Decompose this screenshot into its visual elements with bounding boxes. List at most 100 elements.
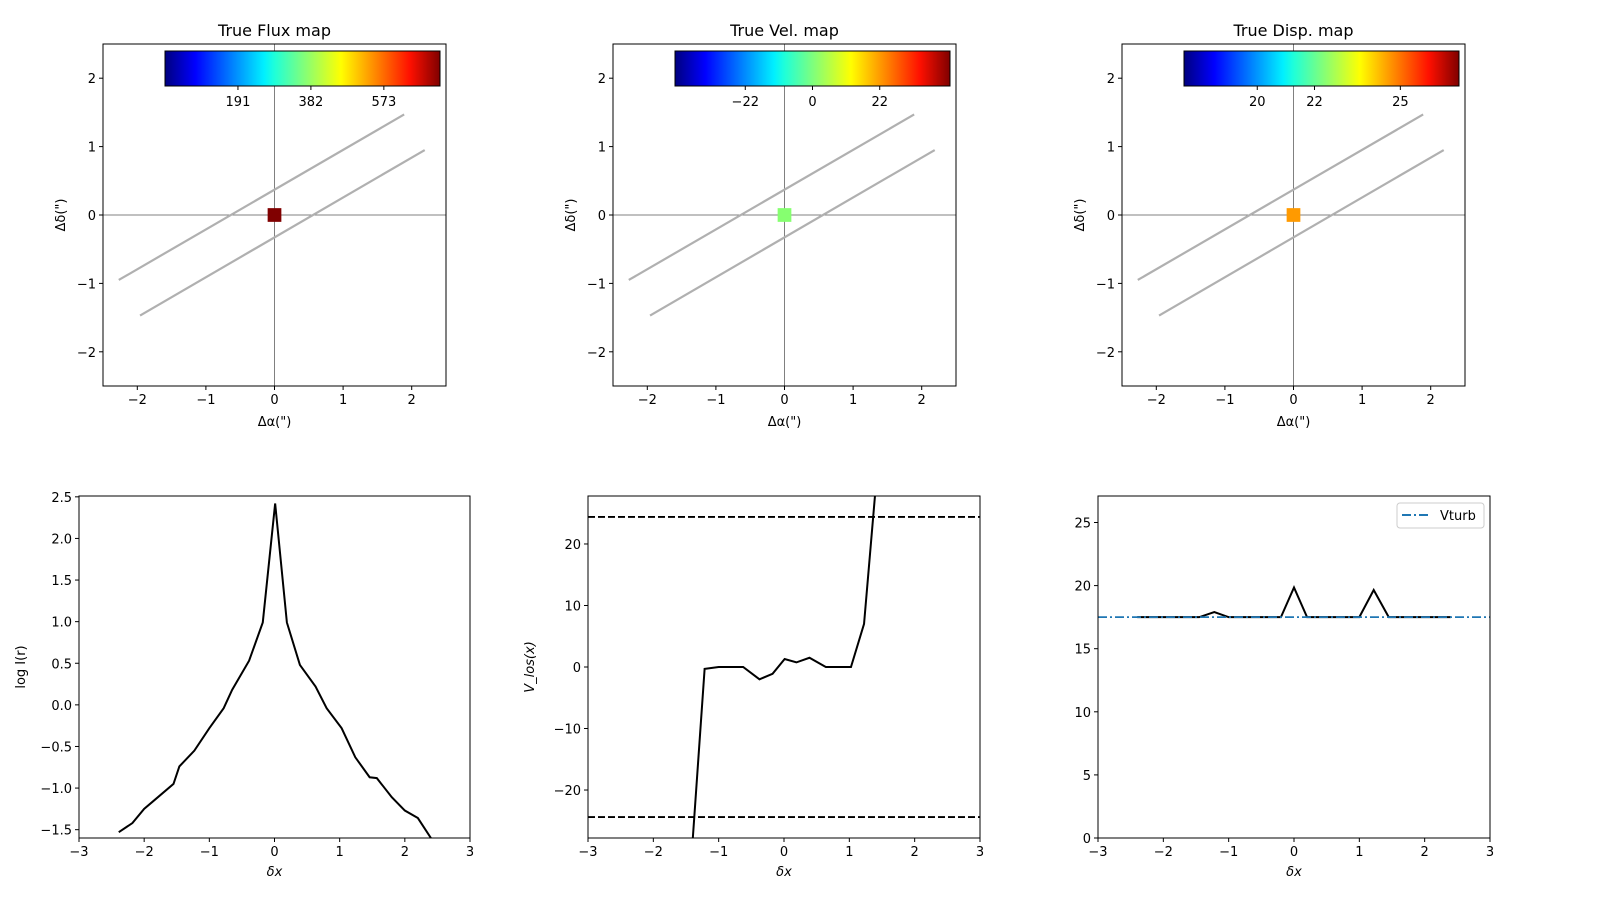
y-tick-label: −10 — [554, 723, 581, 738]
slit-line — [139, 149, 426, 317]
x-tick-label: 2 — [1421, 845, 1429, 860]
y-tick-label: 0.0 — [51, 699, 72, 714]
subplot-3: True Disp. map −2 −1 0 1 2 −2 −1 0 1 2 Δα(") Δδ(") 20… — [1073, 21, 1466, 430]
y-tick-label: −1 — [587, 277, 606, 292]
y-tick-label: 15 — [1074, 643, 1091, 658]
y-tick-label: 10 — [564, 599, 581, 614]
x-tick-label: 0 — [270, 393, 278, 408]
subplot-title: True Flux map — [217, 21, 331, 40]
slit-line — [649, 149, 936, 317]
subplot-2: True Vel. map −2 −1 0 1 2 −2 −1 0 1 2 Δα(") Δδ(") −22… — [564, 21, 957, 430]
y-tick-label: 2 — [1107, 72, 1115, 87]
x-tick-label: 0 — [1289, 393, 1297, 408]
colorbar-tick-label: 191 — [226, 95, 251, 110]
axes-frame — [78, 495, 471, 839]
x-tick-label: −2 — [638, 393, 657, 408]
plot-area — [588, 496, 980, 838]
y-tick-label: −2 — [1096, 346, 1115, 361]
x-tick-label: −3 — [69, 845, 88, 860]
subplot-title: True Vel. map — [729, 21, 839, 40]
x-tick-label: −2 — [1147, 393, 1166, 408]
x-tick-label: 0 — [780, 393, 788, 408]
y-tick-label: 0 — [598, 209, 606, 224]
axes-frame — [612, 43, 957, 387]
y-tick-label: −0.5 — [40, 740, 72, 755]
colorbar-tick-label: 382 — [298, 95, 323, 110]
subplot-6: −3 −2 −1 0 1 2 3 0 5 10 15 20 25 δx Vturb — [1074, 495, 1494, 880]
legend-box — [1396, 502, 1485, 529]
x-tick-label: −1 — [1215, 393, 1234, 408]
axes-frame — [1121, 43, 1466, 387]
colorbar-tick-label: 25 — [1392, 95, 1409, 110]
x-tick-label: 1 — [1358, 393, 1366, 408]
colorbar — [674, 50, 951, 87]
y-tick-label: 0 — [1107, 209, 1115, 224]
x-tick-label: −2 — [135, 845, 154, 860]
colorbar-tick-label: 22 — [1306, 95, 1323, 110]
y-tick-label: −20 — [554, 784, 581, 799]
colorbar — [164, 50, 441, 87]
colorbar-tick-label: 573 — [371, 95, 396, 110]
x-tick-label: −2 — [644, 845, 663, 860]
x-tick-label: 2 — [1427, 393, 1435, 408]
map-pixel — [777, 208, 792, 222]
colorbar-tick-label: −22 — [732, 95, 759, 110]
x-axis-label: Δα(") — [258, 415, 292, 430]
y-tick-label: 0 — [88, 209, 96, 224]
axes-frame — [1097, 495, 1491, 839]
y-axis-label: Δδ(") — [54, 199, 69, 232]
y-tick-label: 0 — [1083, 832, 1091, 847]
x-tick-label: −1 — [706, 393, 725, 408]
x-tick-label: 2 — [911, 845, 919, 860]
y-tick-label: 20 — [1074, 580, 1091, 595]
x-axis-label: δx — [776, 865, 792, 880]
x-tick-label: 2 — [401, 845, 409, 860]
y-tick-label: 1 — [598, 141, 606, 156]
y-tick-label: −2 — [77, 346, 96, 361]
x-axis-label: δx — [1286, 865, 1302, 880]
y-tick-label: 2 — [88, 72, 96, 87]
y-tick-label: −1.5 — [40, 824, 72, 839]
y-tick-label: 1 — [1107, 141, 1115, 156]
x-tick-label: −2 — [1154, 845, 1173, 860]
x-tick-label: 3 — [466, 845, 474, 860]
series-profile — [118, 503, 432, 838]
x-axis-label: δx — [267, 865, 283, 880]
slit-line — [628, 113, 915, 281]
x-tick-label: 1 — [845, 845, 853, 860]
x-tick-label: 2 — [918, 393, 926, 408]
y-tick-label: 1.5 — [51, 574, 72, 589]
legend-label: Vturb — [1440, 509, 1476, 524]
map-pixel — [1286, 208, 1301, 222]
y-tick-label: 0 — [573, 661, 581, 676]
x-tick-label: 1 — [849, 393, 857, 408]
y-tick-label: 10 — [1074, 706, 1091, 721]
x-tick-label: −1 — [709, 845, 728, 860]
y-tick-label: 1.0 — [51, 616, 72, 631]
slit-line — [118, 113, 405, 281]
y-tick-label: −1 — [77, 277, 96, 292]
plot-area — [118, 503, 432, 838]
x-axis-label: Δα(") — [1277, 415, 1311, 430]
x-tick-label: 0 — [270, 845, 278, 860]
y-axis-label: Δδ(") — [1073, 199, 1088, 232]
x-tick-label: −1 — [200, 845, 219, 860]
colorbar — [1183, 50, 1460, 87]
y-tick-label: 0.5 — [51, 657, 72, 672]
y-axis-label: V_los(x) — [523, 641, 538, 693]
x-tick-label: 3 — [976, 845, 984, 860]
y-axis-label: Δδ(") — [564, 199, 579, 232]
slit-line — [1158, 149, 1445, 317]
x-tick-label: 1 — [1355, 845, 1363, 860]
slit-line — [1137, 113, 1424, 281]
x-tick-label: 1 — [339, 393, 347, 408]
x-tick-label: 3 — [1486, 845, 1494, 860]
y-tick-label: −1 — [1096, 277, 1115, 292]
legend: Vturb — [1396, 502, 1485, 529]
y-tick-label: 2.0 — [51, 532, 72, 547]
x-tick-label: 2 — [408, 393, 416, 408]
y-tick-label: 1 — [88, 141, 96, 156]
x-tick-label: 0 — [780, 845, 788, 860]
